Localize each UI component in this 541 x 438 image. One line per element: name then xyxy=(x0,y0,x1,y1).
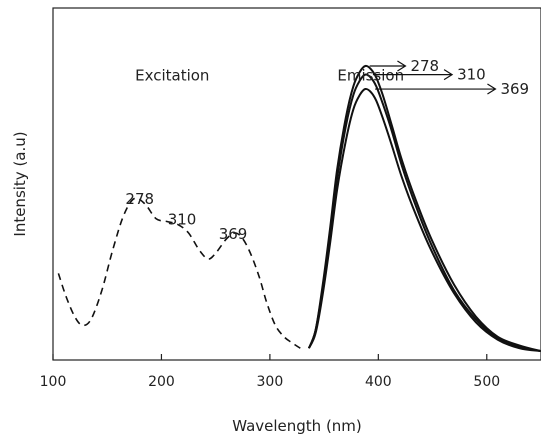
y-axis-title: Intensity (a.u) xyxy=(11,131,29,236)
ticks-layer: 100 200 300 400 500 xyxy=(40,354,500,390)
excitation-curve xyxy=(57,197,301,349)
x-tick-label-300: 300 xyxy=(257,374,284,390)
x-tick-label-500: 500 xyxy=(473,374,500,390)
x-tick-label-100: 100 xyxy=(40,374,67,390)
annotation-layer: Excitation Emission 278 310 369 278 310 369 xyxy=(125,57,529,243)
x-tick-label-200: 200 xyxy=(148,374,175,390)
annotation-excitation: Excitation xyxy=(135,66,209,84)
peak-arrow-label-369: 369 xyxy=(500,80,529,98)
series-layer xyxy=(57,64,541,353)
peak-arrow-278: 278 xyxy=(369,57,439,75)
peak-arrow-369: 369 xyxy=(375,80,529,98)
x-axis-title: Wavelength (nm) xyxy=(232,417,362,435)
x-tick-label-400: 400 xyxy=(365,374,392,390)
peak-arrow-310: 310 xyxy=(372,66,486,84)
annotation-emission: Emission xyxy=(337,66,404,84)
emission-curve-369 xyxy=(307,87,541,353)
peak-arrow-label-310: 310 xyxy=(457,66,486,84)
annotation-278: 278 xyxy=(125,190,154,208)
plot-frame xyxy=(52,7,541,361)
annotation-310: 310 xyxy=(168,210,197,228)
emission-curve-310 xyxy=(307,73,541,353)
peak-arrow-label-278: 278 xyxy=(410,57,439,75)
annotation-369: 369 xyxy=(219,225,248,243)
emission-curve-278 xyxy=(307,64,541,353)
